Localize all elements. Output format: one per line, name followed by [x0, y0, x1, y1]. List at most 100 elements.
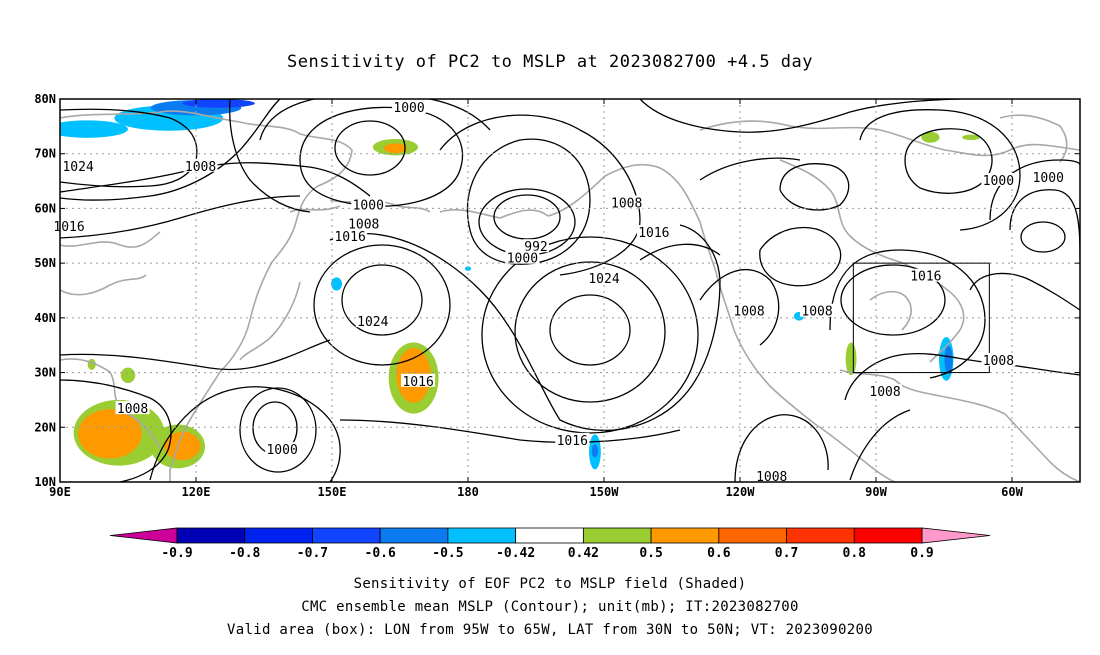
lon-tick-label: 150E [318, 485, 347, 499]
mslp-contours [60, 99, 1080, 482]
colorbar-segment [244, 527, 313, 544]
colorbar-segment [582, 527, 652, 544]
contour-label: 1016 [557, 434, 588, 449]
lat-tick-label: 50N [34, 256, 56, 270]
colorbar-label: 0.42 [568, 546, 599, 561]
lon-tick-label: 60W [1001, 485, 1023, 499]
contour-label-bg [609, 195, 644, 209]
contour-label-bg [732, 303, 767, 317]
longitude-axis: 90E 120E 150E 180 150W 120W 90W 60W [49, 99, 1024, 499]
colorbar-segment [515, 527, 584, 544]
colorbar-label: -0.9 [161, 546, 192, 561]
shaded-region [182, 99, 255, 108]
shaded-region [120, 367, 136, 383]
footer-line-1: Sensitivity of EOF PC2 to MSLP field (Sh… [354, 576, 747, 592]
graticule [60, 99, 1080, 482]
contour-label-bg [981, 172, 1016, 186]
footer-line-2: CMC ensemble mean MSLP (Contour); unit(m… [301, 599, 799, 615]
contour-label-bg [333, 228, 368, 242]
lon-tick-label: 120W [726, 485, 756, 499]
map-title: Sensitivity of PC2 to MSLP at 2023082700… [287, 52, 813, 72]
contour-label: 1016 [53, 220, 84, 235]
contour-label: 1008 [983, 354, 1014, 369]
shaded-region [944, 345, 953, 375]
lat-tick-label: 10N [34, 475, 56, 489]
lat-tick-label: 80N [34, 92, 56, 106]
shaded-region [60, 120, 128, 138]
contour-label: 1000 [353, 199, 384, 214]
lon-tick-label: 150W [590, 485, 620, 499]
contour-label-bg [981, 352, 1016, 366]
lat-tick-label: 20N [34, 420, 56, 434]
colorbar-label: -0.42 [496, 546, 535, 561]
contour-label: 1008 [801, 305, 832, 320]
colorbar-segment [447, 527, 517, 544]
contour-label: 1016 [334, 230, 365, 245]
colorbar-label: -0.6 [365, 546, 396, 561]
contour-label-bg [1031, 170, 1066, 184]
contour-label-bg [351, 197, 386, 211]
colorbar-segment [379, 527, 449, 544]
colorbar-under-triangle [109, 527, 178, 544]
colorbar-label: 0.7 [775, 546, 798, 561]
lat-tick-label: 40N [34, 311, 56, 325]
colorbar-segment [176, 527, 246, 544]
contour-label: 1000 [1033, 171, 1064, 186]
colorbar-label: -0.8 [229, 546, 260, 561]
contour-label: 1024 [588, 272, 619, 287]
contour-label-bg [355, 314, 390, 328]
shaded-region [591, 444, 599, 458]
contour-label-bg [265, 442, 300, 456]
shaded-region [164, 431, 201, 461]
contour-label: 1008 [185, 160, 216, 175]
footer-line-3: Valid area (box): LON from 95W to 65W, L… [227, 622, 873, 638]
latitude-axis: 80N 70N 60N 50N 40N 30N 20N 10N [34, 92, 1080, 489]
contour-label: 1008 [869, 385, 900, 400]
contour-label-bg [505, 250, 540, 264]
shaded-region [384, 143, 407, 154]
contour-label-bg [346, 216, 381, 230]
contour-label-bg [61, 158, 96, 172]
contour-label-bg [401, 373, 436, 387]
contour-label: 1008 [611, 196, 642, 211]
colorbar-label: -0.5 [432, 546, 463, 561]
contour-label-bg [523, 239, 549, 253]
contour-label-bg [115, 401, 150, 415]
contour-label-bg [636, 224, 671, 238]
colorbar-label: -0.7 [297, 546, 328, 561]
lat-tick-label: 60N [34, 201, 56, 215]
shaded-region [78, 409, 142, 459]
contour-label: 1024 [62, 160, 93, 175]
contour-label: 1008 [117, 402, 148, 417]
contour-label: 1008 [756, 470, 787, 485]
contour-label: 1008 [733, 305, 764, 320]
shaded-region [962, 134, 981, 141]
shaded-region [845, 342, 857, 376]
contour-label: 1000 [393, 101, 424, 116]
colorbar-segment [312, 527, 381, 544]
colorbar-label: 0.8 [843, 546, 867, 561]
contour-label-bg [587, 270, 621, 284]
map-frame [59, 98, 1081, 483]
shaded-region [921, 131, 940, 143]
contour-label: 1016 [402, 375, 433, 390]
lat-tick-label: 30N [34, 366, 56, 380]
colorbar-segment [650, 527, 720, 544]
lat-tick-label: 70N [34, 147, 56, 161]
contour-label-bg [392, 100, 427, 114]
colorbar-segment [786, 527, 855, 544]
contour-label: 1000 [507, 252, 538, 267]
contour-label-bg [754, 468, 789, 482]
contour-label: 1000 [266, 443, 297, 458]
colorbar-label: 0.6 [707, 546, 731, 561]
lon-tick-label: 90W [865, 485, 887, 499]
colorbar-segment [718, 527, 787, 544]
contour-label-bg [183, 158, 218, 172]
colorbar-segment [853, 527, 923, 544]
contour-label: 1016 [638, 226, 669, 241]
sensitivity-shading [60, 99, 981, 470]
contour-label: 1000 [983, 174, 1014, 189]
